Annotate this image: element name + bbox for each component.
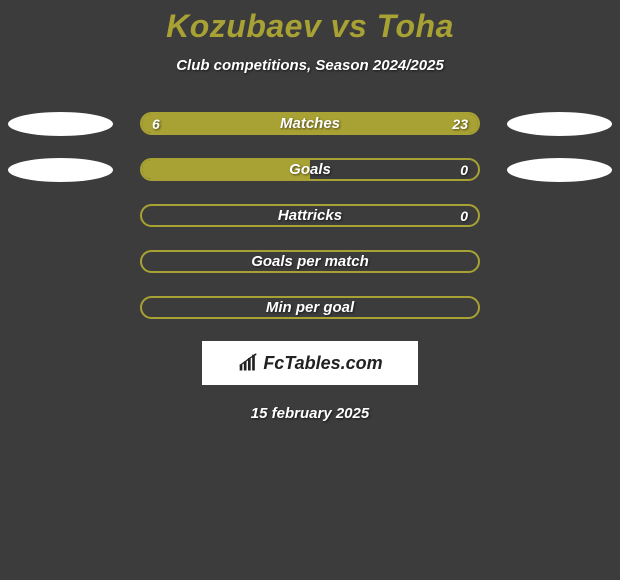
- stat-label: Min per goal: [142, 298, 478, 317]
- footer-date: 15 february 2025: [251, 405, 369, 422]
- stat-bar: Min per goal: [140, 296, 480, 319]
- comparison-row: Hattricks0: [0, 204, 620, 227]
- stat-bar-fill-left: [142, 160, 310, 179]
- comparison-row: Goals0: [0, 158, 620, 181]
- stat-label: Goals per match: [142, 252, 478, 271]
- comparison-row: Goals per match: [0, 250, 620, 273]
- stat-label: Hattricks: [142, 206, 478, 225]
- logo-text: FcTables.com: [263, 353, 382, 374]
- stat-bar: Hattricks0: [140, 204, 480, 227]
- infographic-container: Kozubaev vs Toha Club competitions, Seas…: [0, 0, 620, 422]
- stat-bar: Goals per match: [140, 250, 480, 273]
- stat-value-right: 0: [460, 160, 468, 179]
- player-badge-left: [8, 158, 113, 182]
- page-subtitle: Club competitions, Season 2024/2025: [176, 57, 444, 74]
- page-title: Kozubaev vs Toha: [166, 8, 454, 45]
- comparison-row: Min per goal: [0, 296, 620, 319]
- player-badge-right: [507, 112, 612, 136]
- stat-value-right: 0: [460, 206, 468, 225]
- stat-bar-fill-right: [212, 114, 478, 133]
- player-badge-left: [8, 112, 113, 136]
- logo-box: FcTables.com: [202, 341, 418, 385]
- stat-bar-fill-left: [142, 114, 212, 133]
- comparison-rows: Matches623Goals0Hattricks0Goals per matc…: [0, 112, 620, 319]
- player-badge-right: [507, 158, 612, 182]
- comparison-row: Matches623: [0, 112, 620, 135]
- stat-bar: Goals0: [140, 158, 480, 181]
- stat-bar: Matches623: [140, 112, 480, 135]
- bar-chart-icon: [237, 353, 259, 373]
- logo: FcTables.com: [237, 353, 382, 374]
